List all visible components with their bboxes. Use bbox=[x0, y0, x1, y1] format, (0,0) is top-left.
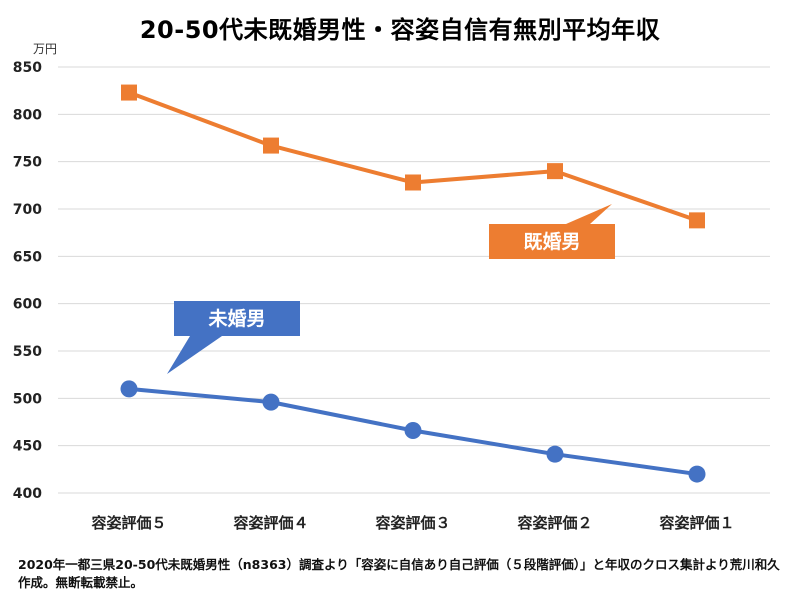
series-callout-label: 未婚男 bbox=[207, 307, 265, 330]
data-point bbox=[262, 393, 280, 411]
y-tick-label: 800 bbox=[13, 107, 42, 123]
y-tick-label: 450 bbox=[13, 439, 42, 455]
data-point bbox=[120, 380, 138, 398]
x-tick-label: 容姿評価３ bbox=[374, 514, 450, 532]
data-point bbox=[547, 163, 563, 180]
chart-title: 20-50代未既婚男性・容姿自信有無別平均年収 bbox=[139, 16, 661, 44]
y-tick-label: 400 bbox=[13, 486, 42, 502]
x-tick-label: 容姿評価５ bbox=[90, 514, 166, 532]
data-point bbox=[263, 137, 279, 154]
data-point bbox=[121, 84, 137, 101]
series-line bbox=[128, 90, 698, 223]
y-tick-label: 750 bbox=[13, 155, 42, 171]
x-tick-label: 容姿評価４ bbox=[232, 514, 308, 532]
y-tick-label: 650 bbox=[13, 249, 42, 265]
data-point bbox=[546, 445, 564, 463]
data-point bbox=[688, 465, 706, 483]
series-callout-label: 既婚男 bbox=[523, 230, 580, 253]
y-tick-label: 700 bbox=[13, 202, 42, 218]
series-callout bbox=[489, 204, 615, 259]
data-point bbox=[405, 174, 421, 191]
y-tick-label: 850 bbox=[13, 60, 42, 76]
y-tick-label: 600 bbox=[13, 297, 42, 313]
y-axis-unit: 万円 bbox=[33, 42, 58, 56]
x-tick-label: 容姿評価２ bbox=[516, 514, 592, 532]
footnote: 2020年一都三県20-50代未既婚男性（n8363）調査より「容姿に自信あり自… bbox=[18, 557, 780, 590]
y-tick-label: 550 bbox=[13, 344, 42, 360]
series-callout bbox=[167, 301, 300, 374]
x-tick-label: 容姿評価１ bbox=[658, 514, 734, 532]
data-point bbox=[404, 422, 422, 440]
y-tick-label: 500 bbox=[13, 391, 42, 407]
data-point bbox=[689, 212, 705, 229]
